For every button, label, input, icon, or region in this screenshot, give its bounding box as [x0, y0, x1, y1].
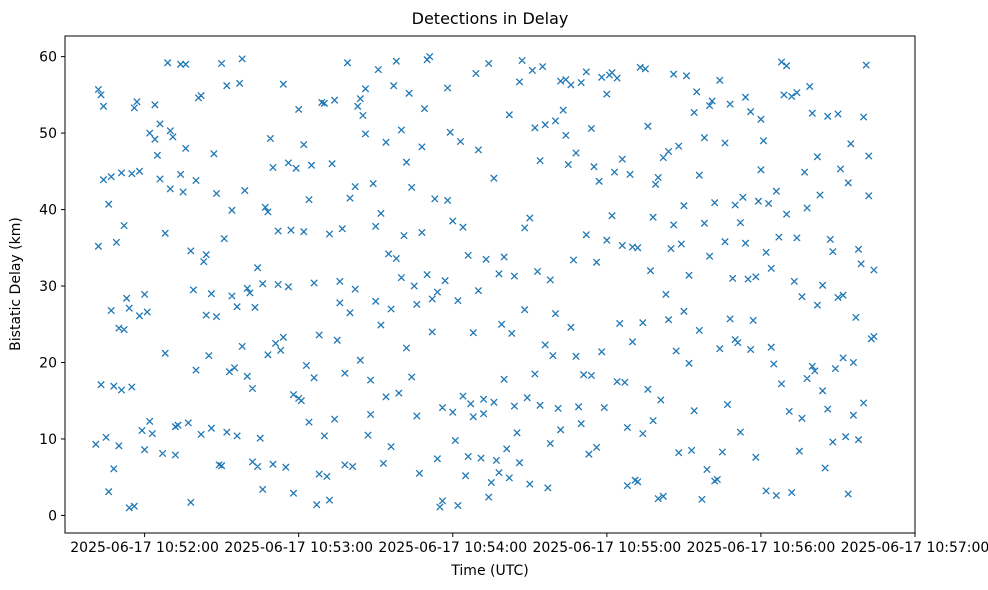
y-tick-label: 20 [39, 355, 57, 371]
scatter-points [92, 52, 878, 512]
x-tick-label: 2025-06-17 10:54:00 [378, 540, 527, 556]
y-tick-label: 10 [39, 432, 57, 448]
x-axis-label: Time (UTC) [450, 563, 528, 579]
x-axis-ticks: 2025-06-17 10:52:00 2025-06-17 10:53:00 20… [70, 533, 988, 556]
chart-title: Detections in Delay [412, 9, 569, 28]
x-tick-label: 2025-06-17 10:57:00 [841, 540, 988, 556]
y-tick-label: 30 [39, 279, 57, 295]
x-tick-label: 2025-06-17 10:53:00 [224, 540, 373, 556]
y-axis-ticks: 0 10 20 30 40 50 60 [39, 50, 65, 524]
x-tick-label: 2025-06-17 10:56:00 [687, 540, 836, 556]
y-tick-label: 40 [39, 203, 57, 219]
x-tick-label: 2025-06-17 10:52:00 [70, 540, 219, 556]
y-tick-label: 60 [39, 50, 57, 66]
plot-frame [64, 35, 916, 534]
y-axis-label: Bistatic Delay (km) [8, 217, 24, 351]
x-tick-label: 2025-06-17 10:55:00 [532, 540, 681, 556]
y-tick-label: 0 [48, 508, 57, 524]
y-tick-label: 50 [39, 126, 57, 142]
